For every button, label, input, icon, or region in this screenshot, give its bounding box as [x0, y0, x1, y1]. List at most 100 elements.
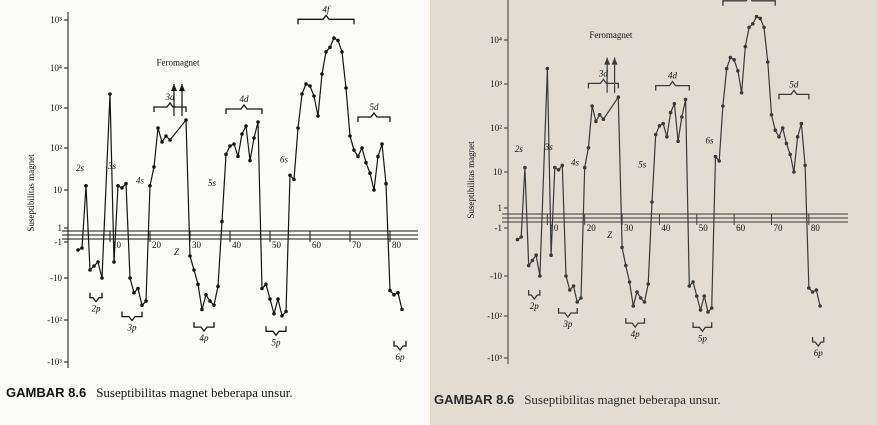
right-data-point-28 — [631, 304, 635, 308]
right-data-point-5 — [531, 259, 535, 263]
right-data-point-49 — [710, 306, 714, 310]
right-data-point-47 — [702, 294, 706, 298]
left-series-line — [78, 38, 402, 316]
left-data-point-72 — [376, 155, 380, 159]
left-x-tick-label-4: 40 — [232, 240, 242, 250]
right-data-point-2 — [519, 235, 523, 239]
right-shell-label-4d: 4d — [668, 71, 678, 81]
left-caption: GAMBAR 8.6 Suseptibilitas magnet beberapa… — [6, 385, 293, 401]
left-shell-label-4d: 4d — [240, 94, 250, 104]
right-data-point-26 — [624, 264, 628, 268]
left-data-point-53 — [300, 92, 304, 96]
right-data-point-52 — [721, 104, 725, 108]
right-data-point-27 — [628, 280, 632, 284]
left-data-point-31 — [212, 304, 216, 308]
right-data-point-46 — [699, 308, 703, 312]
left-shell-label-5s: 5s — [208, 178, 217, 188]
left-data-point-32 — [216, 285, 220, 289]
right-data-point-17 — [579, 296, 583, 300]
right-data-point-73 — [800, 122, 804, 126]
right-data-point-18 — [583, 166, 587, 170]
right-shell-bracket-6p — [813, 337, 824, 346]
left-data-point-22 — [164, 134, 168, 138]
left-data-point-5 — [92, 264, 96, 268]
right-shell-label-5s: 5s — [638, 160, 647, 170]
right-data-point-69 — [785, 142, 789, 146]
right-data-point-37 — [665, 135, 669, 139]
right-shell-bracket-2p — [529, 290, 540, 299]
left-x-tick-label-6: 60 — [312, 240, 322, 250]
left-data-point-10 — [116, 184, 120, 188]
left-data-point-67 — [356, 155, 360, 159]
left-caption-number: GAMBAR 8.6 — [6, 385, 86, 400]
left-y-tick-label-5: 10 — [53, 185, 63, 195]
left-data-point-63 — [340, 50, 344, 54]
left-data-point-17 — [144, 299, 148, 303]
right-y-tick-label-7: -10 — [490, 271, 502, 281]
left-shell-label-4f: 4f — [322, 4, 331, 14]
right-data-point-61 — [755, 15, 759, 19]
left-y-tick-label-7: -1 — [55, 237, 63, 247]
left-data-point-23 — [168, 138, 172, 142]
left-data-point-68 — [360, 146, 364, 150]
right-data-point-44 — [691, 280, 695, 284]
left-x-tick-label-7: 70 — [352, 240, 362, 250]
left-data-point-28 — [200, 308, 204, 312]
left-shell-label-3s: 3s — [107, 161, 117, 171]
left-data-point-6 — [96, 260, 100, 264]
left-data-point-9 — [112, 260, 116, 264]
left-shell-bracket-4d — [226, 105, 262, 114]
right-y-tick-label-1: 10⁴ — [490, 35, 502, 45]
right-panel-photo: 10⁴ 10³ 10² 10 1 -1 -10 -10² -10³ Suseptibilitas … — [430, 0, 877, 425]
right-shell-label-4p: 4p — [631, 329, 641, 339]
right-data-point-10 — [553, 166, 557, 170]
left-data-point-37 — [236, 155, 240, 159]
left-data-point-15 — [136, 287, 140, 291]
left-data-point-27 — [196, 283, 200, 287]
right-data-point-71 — [792, 170, 796, 174]
left-feromagnet-arrowhead-1 — [171, 84, 177, 91]
left-data-point-33 — [220, 220, 224, 224]
left-data-point-55 — [308, 84, 312, 88]
right-data-point-25 — [620, 246, 624, 250]
left-shell-label-4s: 4s — [136, 176, 145, 186]
right-data-point-62 — [758, 17, 762, 21]
left-data-point-45 — [268, 297, 272, 301]
right-data-point-77 — [815, 288, 819, 292]
right-shell-label-5p: 5p — [698, 333, 708, 343]
right-y-axis-title: Suseptibilitas magnet — [466, 141, 476, 219]
left-data-point-74 — [384, 182, 388, 186]
left-data-point-61 — [332, 36, 336, 40]
right-shell-bracket-3d — [588, 79, 618, 88]
left-data-point-14 — [132, 291, 136, 295]
right-x-tick-label-5: 50 — [699, 223, 709, 233]
right-data-point-39 — [673, 102, 677, 106]
right-data-point-30 — [639, 296, 643, 300]
right-caption: GAMBAR 8.6 Suseptibilitas magnet beberapa… — [434, 392, 721, 408]
right-data-point-8 — [546, 67, 550, 71]
right-shell-bracket-3p — [559, 308, 578, 317]
right-data-point-59 — [747, 26, 751, 30]
right-y-tick-label-6: -1 — [495, 223, 503, 233]
left-data-point-26 — [192, 268, 196, 272]
left-data-point-16 — [140, 304, 144, 308]
right-x-tick-label-2: 20 — [587, 223, 597, 233]
left-data-point-1 — [76, 248, 80, 252]
right-x-tick-label-7: 70 — [773, 223, 783, 233]
right-data-point-50 — [714, 155, 718, 159]
left-data-point-65 — [348, 134, 352, 138]
left-y-tick-label-4: 10² — [50, 143, 62, 153]
left-data-point-11 — [120, 186, 124, 190]
left-data-point-40 — [248, 159, 252, 163]
left-shell-bracket-2p — [90, 293, 102, 302]
right-shell-bracket-4f — [723, 0, 775, 6]
left-shell-label-3d: 3d — [165, 92, 176, 102]
left-data-point-71 — [372, 188, 376, 192]
right-data-point-54 — [729, 56, 733, 60]
left-data-point-19 — [152, 165, 156, 169]
left-data-point-30 — [208, 299, 212, 303]
right-data-point-58 — [744, 45, 748, 49]
left-data-point-56 — [312, 94, 316, 98]
right-y-tick-label-4: 10 — [493, 167, 503, 177]
right-data-point-43 — [688, 284, 692, 288]
